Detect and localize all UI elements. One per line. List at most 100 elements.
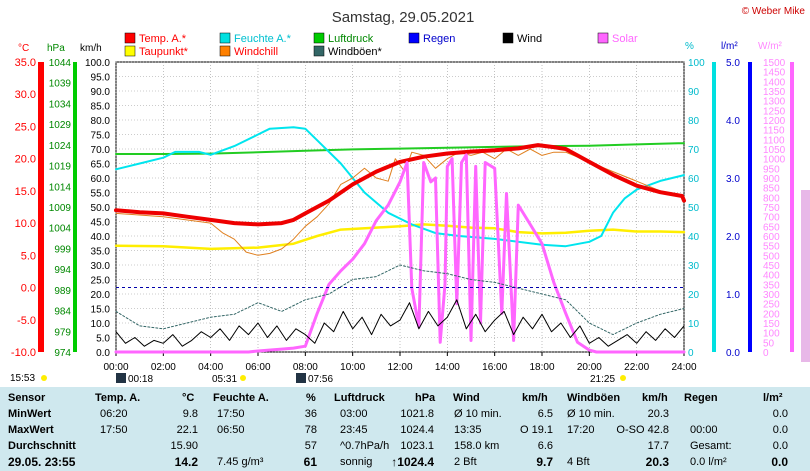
series-line-feuchte-a- — [115, 126, 685, 248]
temp-tick-label: 20.0 — [15, 154, 36, 166]
stats-header-wind-unit: km/h — [522, 392, 548, 404]
pressure-tick-label: 989 — [54, 286, 71, 297]
solar-tick-label: 1200 — [763, 116, 786, 127]
stats-cell-label: MinWert — [8, 408, 52, 420]
wind-tick-label: 35.0 — [91, 247, 111, 258]
solar-tick-label: 800 — [763, 193, 780, 204]
solar-tick-label: 450 — [763, 261, 780, 272]
unit-wind: km/h — [80, 43, 102, 54]
chart-svg: Samstag, 29.05.2021 © Weber Mike °C hPa … — [10, 6, 810, 385]
stats-header-gust: Windböen — [567, 392, 621, 404]
series-line-wind — [115, 299, 685, 347]
temp-tick-label: -10.0 — [11, 347, 36, 359]
stats-cell-temp-time: 06:20 — [100, 408, 128, 420]
stats-panel: Sensor Temp. A. °C Feuchte A. % Luftdruc… — [0, 387, 810, 471]
sun-row-start: 15:53 — [10, 373, 35, 384]
pressure-tick-label: 1029 — [49, 120, 72, 131]
wind-tick-label: 30.0 — [91, 261, 111, 272]
legend-swatch-pressure — [313, 32, 325, 44]
wind-tick-label: 25.0 — [91, 276, 111, 287]
stats-cell-hum-val: 57 — [304, 440, 317, 452]
legend: Temp. A.* Feuchte A.* Luftdruck Regen Wi… — [124, 32, 638, 58]
legend-swatch-wind — [502, 32, 514, 44]
unit-temp: °C — [18, 43, 29, 54]
stats-cell-rain-time: 00:00 — [690, 424, 718, 436]
x-tick-label: 18:00 — [529, 362, 554, 373]
stats-cell-rain-time: 0.0 l/m² — [690, 456, 727, 468]
stats-cell-press-val: 1023.1 — [400, 440, 434, 452]
chart-title: Samstag, 29.05.2021 — [332, 9, 475, 26]
series-line-windb-en- — [115, 264, 685, 336]
legend-swatch-temp — [124, 32, 136, 44]
stats-cell-gust-time: 17:20 — [567, 424, 595, 436]
humidity-tick-label: 0 — [688, 348, 694, 359]
humidity-tick-label: 60 — [688, 174, 700, 185]
solar-tick-label: 650 — [763, 222, 780, 233]
solar-tick-label: 1050 — [763, 145, 786, 156]
sunset-time: 21:25 — [590, 374, 615, 385]
series-line-temp-a- — [114, 143, 686, 227]
legend-label-dewpoint: Taupunkt* — [139, 46, 189, 58]
stats-cell-hum-time: 7.45 g/m³ — [217, 456, 264, 468]
series-line-solar — [114, 153, 686, 354]
temp-tick-label: 0.0 — [21, 283, 36, 295]
rain-tick-label: 2.0 — [726, 232, 740, 243]
solar-tick-label: 300 — [763, 290, 780, 301]
stats-cell-label: 29.05. 23:55 — [8, 455, 76, 469]
solar-tick-label: 500 — [763, 251, 780, 262]
stats-header-press: Luftdruck — [334, 392, 385, 404]
wind-tick-label: 5.0 — [96, 334, 110, 345]
stats-cell-temp-time: 17:50 — [100, 424, 128, 436]
pressure-tick-label: 1044 — [49, 58, 72, 69]
unit-solar: W/m² — [758, 41, 783, 52]
legend-label-humidity: Feuchte A.* — [234, 33, 292, 45]
humidity-tick-label: 20 — [688, 290, 700, 301]
stats-header-hum: Feuchte A. — [213, 392, 269, 404]
stats-cell-press-time: 03:00 — [340, 408, 368, 420]
temp-tick-label: 5.0 — [21, 250, 36, 262]
stats-cell-gust-val: O-SO 42.8 — [616, 424, 669, 436]
grid — [115, 61, 685, 353]
solar-edge-bar — [801, 190, 810, 362]
stats-cell-gust-val: 17.7 — [647, 440, 669, 452]
solar-tick-label: 1150 — [763, 126, 785, 137]
pressure-tick-label: 1009 — [49, 203, 72, 214]
sunrise-icon — [240, 375, 246, 381]
axes: 35.0 30.0 25.0 20.0 15.0 10.0 5.0 0.0 -5.0 -10.0 1… — [11, 57, 794, 373]
stats-cell-hum-time: 17:50 — [217, 408, 245, 420]
x-tick-label: 06:00 — [245, 362, 270, 373]
solar-tick-label: 200 — [763, 309, 780, 320]
humidity-tick-label: 30 — [688, 261, 700, 272]
stats-cell-temp-val: 15.90 — [170, 440, 198, 452]
legend-swatch-dewpoint — [124, 45, 136, 57]
stats-header-press-unit: hPa — [415, 392, 436, 404]
stats-cell-rain-time: Gesamt: — [690, 440, 732, 452]
legend-swatch-windchill — [219, 45, 231, 57]
pressure-tick-label: 1004 — [49, 224, 72, 235]
stats-cell-hum-val: 78 — [304, 424, 317, 436]
wind-tick-label: 80.0 — [91, 116, 111, 127]
moonrise-time: 00:18 — [128, 374, 153, 385]
stats-cell-wind-val: O 19.1 — [519, 424, 553, 436]
stats-header-sensor: Sensor — [8, 392, 46, 404]
solar-tick-label: 750 — [763, 203, 780, 214]
stats-cell-gust-val: 20.3 — [645, 455, 669, 469]
stats-cell-wind-time: Ø 10 min. — [454, 408, 502, 420]
wind-tick-label: 85.0 — [91, 102, 111, 113]
solar-tick-label: 1300 — [763, 97, 786, 108]
solar-tick-label: 0 — [763, 348, 769, 359]
stats-header-temp: Temp. A. — [95, 392, 141, 404]
pressure-tick-label: 974 — [54, 348, 71, 359]
humidity-tick-label: 100 — [688, 58, 705, 69]
weather-chart: Samstag, 29.05.2021 © Weber Mike °C hPa … — [10, 6, 810, 385]
solar-tick-label: 850 — [763, 184, 780, 195]
legend-swatch-gusts — [313, 45, 325, 57]
legend-label-pressure: Luftdruck — [328, 33, 374, 45]
wind-tick-label: 65.0 — [91, 160, 111, 171]
stats-cell-rain-val: 0.0 — [772, 408, 788, 420]
moonset-time: 07:56 — [308, 374, 333, 385]
pressure-tick-label: 999 — [54, 244, 71, 255]
temp-tick-label: 10.0 — [15, 218, 36, 230]
moonset-icon — [296, 373, 306, 383]
solar-axis-bar — [790, 62, 794, 352]
